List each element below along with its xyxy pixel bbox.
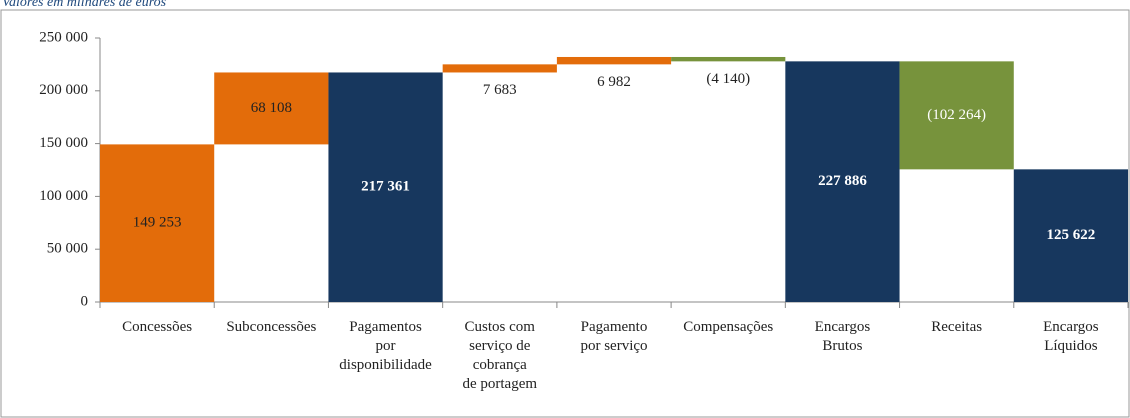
- bar: [100, 144, 215, 302]
- y-tick-label: 150 000: [39, 135, 88, 151]
- value-label: (4 140): [706, 71, 750, 87]
- x-tick-label: Receitas: [931, 319, 982, 335]
- x-tick-label: Subconcessões: [226, 319, 316, 335]
- bar: [671, 56, 786, 62]
- value-label: 149 253: [133, 215, 182, 231]
- x-tick-label: Custos com serviço de cobrança de portagem: [462, 319, 537, 392]
- bar: [785, 61, 900, 302]
- x-tick-label: Encargos Líquidos: [1043, 319, 1099, 354]
- bar: [1013, 169, 1128, 302]
- y-tick-label: 200 000: [39, 82, 88, 98]
- y-tick-label: 0: [81, 293, 89, 309]
- x-tick-label: Pagamentos por disponibilidade: [339, 319, 432, 373]
- bar: [899, 61, 1014, 170]
- value-label: 68 108: [251, 100, 292, 116]
- value-label: 227 886: [818, 173, 867, 189]
- x-tick-label: Encargos Brutos: [815, 319, 871, 354]
- value-label: 217 361: [361, 179, 410, 195]
- bar: [214, 72, 329, 145]
- value-label: 125 622: [1047, 227, 1096, 243]
- x-tick-label: Pagamento por serviço: [580, 319, 647, 354]
- bar: [442, 64, 557, 73]
- y-tick-label: 100 000: [39, 188, 88, 204]
- chart-border: [0, 9, 1130, 418]
- y-tick-label: 250 000: [39, 29, 88, 45]
- x-tick-label: Concessões: [122, 319, 192, 335]
- y-tick-label: 50 000: [47, 241, 88, 257]
- chart-title: Valores em milhares de euros: [2, 0, 167, 10]
- bar: [556, 56, 672, 65]
- value-label: 6 982: [597, 74, 631, 90]
- x-tick-label: Compensações: [683, 319, 773, 335]
- value-label: (102 264): [927, 107, 986, 123]
- value-label: 7 683: [483, 82, 517, 98]
- bar: [328, 72, 443, 302]
